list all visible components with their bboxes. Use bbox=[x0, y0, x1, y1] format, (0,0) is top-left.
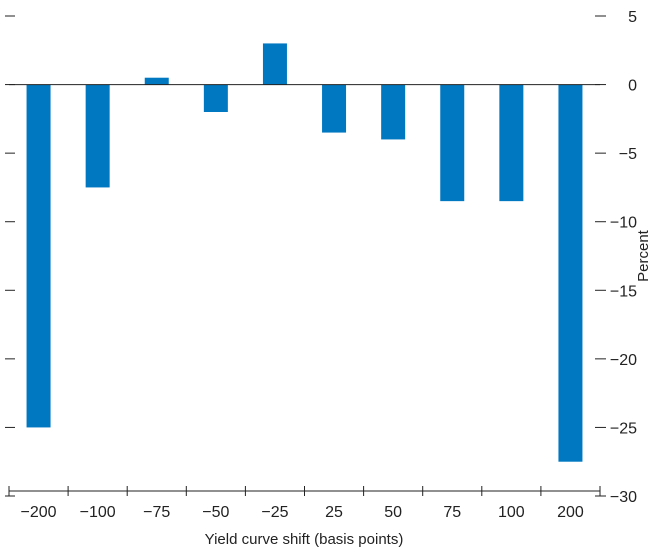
x-tick-label: 75 bbox=[443, 504, 461, 521]
bar-9 bbox=[558, 84, 583, 462]
bar-4 bbox=[262, 43, 287, 85]
bar-0 bbox=[26, 84, 51, 428]
y-axis-title: Percent bbox=[635, 229, 652, 282]
x-tick-label: 100 bbox=[498, 504, 525, 521]
y-tick-label: 0 bbox=[628, 78, 637, 95]
bar-3 bbox=[203, 84, 228, 112]
y-tick-label: −10 bbox=[610, 215, 637, 232]
y-tick-label: 5 bbox=[628, 9, 637, 26]
x-tick-label: −25 bbox=[261, 504, 288, 521]
x-tick-label: 25 bbox=[325, 504, 343, 521]
y-axis-ticks: 5 0 −5 −10 −15 −20 −25 −30 bbox=[5, 9, 637, 506]
bar-2 bbox=[144, 77, 169, 85]
bar-8 bbox=[499, 84, 524, 202]
y-tick-label: −20 bbox=[610, 352, 637, 369]
y-tick-label: −15 bbox=[610, 283, 637, 300]
x-tick-label: −100 bbox=[80, 504, 116, 521]
x-axis-title: Yield curve shift (basis points) bbox=[205, 531, 404, 548]
x-axis-ticks: −200 −100 −75 −50 −25 25 50 75 100 200 bbox=[8, 486, 601, 521]
x-tick-label: −50 bbox=[202, 504, 229, 521]
y-tick-label: −25 bbox=[610, 420, 637, 437]
y-tick-label: −5 bbox=[619, 146, 637, 163]
bar-1 bbox=[85, 84, 110, 188]
y-tick-label: −30 bbox=[610, 489, 637, 506]
x-tick-label: −200 bbox=[21, 504, 57, 521]
bar-7 bbox=[440, 84, 465, 202]
bar-5 bbox=[322, 84, 347, 133]
bars bbox=[26, 43, 583, 462]
x-tick-label: 200 bbox=[557, 504, 584, 521]
bar-6 bbox=[381, 84, 406, 140]
x-tick-label: −75 bbox=[143, 504, 170, 521]
x-tick-label: 50 bbox=[384, 504, 402, 521]
